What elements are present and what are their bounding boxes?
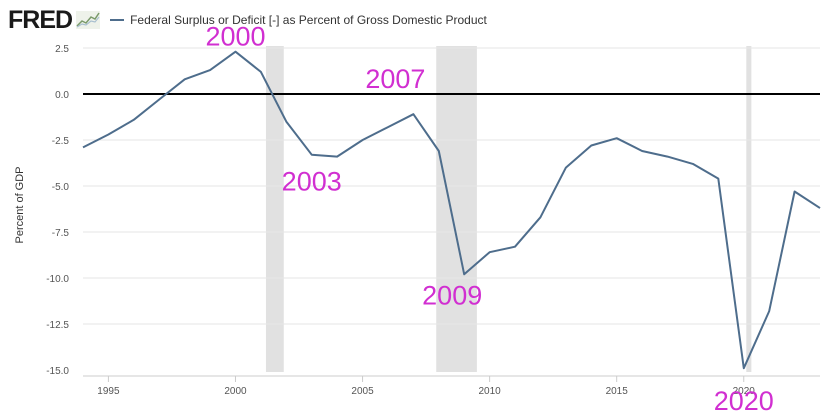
x-tick-label: 2005 (351, 386, 374, 397)
data-point (437, 149, 441, 153)
recession-band (265, 46, 284, 372)
x-tick-label: 2010 (478, 386, 501, 397)
data-point (106, 132, 110, 136)
annotations: 2000 2003 2007 2009 2020 (205, 22, 773, 416)
data-point (615, 136, 619, 140)
recession-band (746, 46, 752, 372)
line-chart-icon (76, 11, 101, 29)
data-point (132, 118, 136, 122)
annotation-label: 2020 (714, 386, 774, 416)
data-point (793, 190, 797, 194)
y-tick-label: 0.0 (55, 90, 69, 101)
recession-bands (265, 46, 752, 372)
chart-header: FRED Federal Surplus or Deficit [-] as P… (8, 6, 487, 34)
fred-logo[interactable]: FRED (8, 5, 73, 34)
data-point (411, 112, 415, 116)
y-axis-ticks: 2.5 0.0 -2.5 -5.0 -7.5 -10.0 -12.5 -15.0 (46, 44, 69, 377)
data-point (589, 144, 593, 148)
annotation-label: 2000 (205, 22, 265, 52)
data-point (513, 245, 517, 249)
data-point (157, 98, 161, 102)
data-point (386, 125, 390, 129)
y-tick-label: -2.5 (52, 136, 70, 147)
data-point (361, 138, 365, 142)
data-point (183, 77, 187, 81)
data-point (818, 206, 822, 210)
x-tick-label: 1995 (97, 386, 120, 397)
data-point (767, 309, 771, 313)
x-tick-label: 2015 (606, 386, 629, 397)
annotation-label: 2003 (282, 167, 342, 197)
y-tick-label: -15.0 (46, 366, 69, 377)
series-line (82, 50, 821, 370)
data-point (335, 155, 339, 159)
data-point (462, 272, 466, 276)
data-point (716, 177, 720, 181)
y-tick-label: -10.0 (46, 274, 69, 285)
data-point (691, 162, 695, 166)
annotation-label: 2009 (422, 280, 482, 310)
data-point (488, 250, 492, 254)
x-axis-ticks: 1995 2000 2005 2010 2015 2020 (97, 376, 755, 397)
data-point (81, 145, 85, 149)
data-point (742, 366, 746, 370)
legend-label[interactable]: Federal Surplus or Deficit [-] as Percen… (130, 13, 487, 27)
x-tick-label: 2000 (224, 386, 247, 397)
annotation-label: 2007 (365, 64, 425, 94)
data-point (666, 155, 670, 159)
data-point (538, 215, 542, 219)
data-point (284, 120, 288, 124)
legend-swatch (110, 19, 125, 21)
data-point (259, 70, 263, 74)
y-tick-label: -7.5 (52, 228, 70, 239)
y-tick-label: 2.5 (55, 44, 69, 55)
data-point (310, 153, 314, 157)
data-point (640, 149, 644, 153)
data-point (208, 68, 212, 72)
recession-band (436, 46, 477, 372)
y-axis-label: Percent of GDP (14, 166, 26, 243)
y-tick-label: -12.5 (46, 320, 69, 331)
y-tick-label: -5.0 (52, 182, 70, 193)
data-point (564, 166, 568, 170)
x-tick-label: 2020 (733, 386, 756, 397)
